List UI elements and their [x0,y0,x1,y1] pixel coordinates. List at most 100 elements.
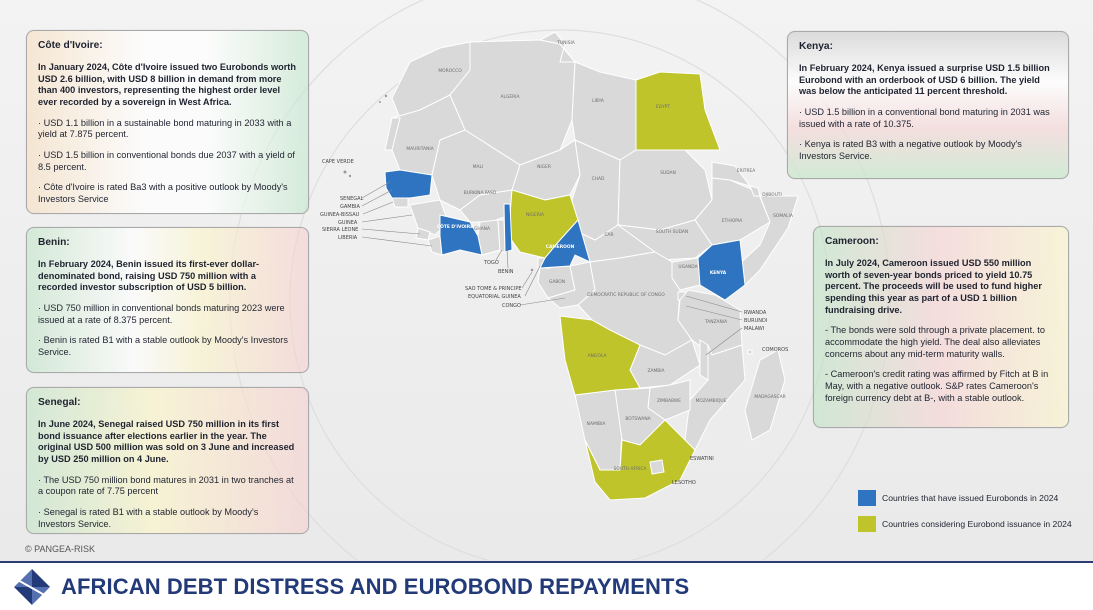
label-eritrea: ERITREA [737,168,756,174]
label-ethiopia: ETHIOPIA [722,218,742,224]
card-cote-divoire: Côte d'Ivoire: In January 2024, Côte d'I… [26,30,309,214]
country-ghana [477,219,501,256]
country-comoros [747,349,753,355]
label-eswatini: ESWATINI [690,456,714,462]
label-tunisia: TUNISIA [556,40,575,46]
card-title: Senegal: [38,397,81,408]
label-nigeria: NIGERIA [526,212,544,218]
sao-tome-island [530,268,534,272]
card-bullet: - Cameroon's credit rating was affirmed … [825,369,1049,403]
country-malawi [699,339,709,381]
label-libya: LIBYA [592,98,604,104]
card-kenya: Kenya: In February 2024, Kenya issued a … [787,31,1069,179]
label-senegal: SENEGAL [340,196,364,202]
country-cote-divoire [439,214,483,256]
card-bullet: · Senegal is rated B1 with a stable outl… [38,507,259,529]
label-mali: MALI [473,164,484,170]
card-cameroon: Cameroon: In July 2024, Cameroon issued … [813,226,1069,428]
label-cote-divoire: CÔTE D'IVOIRE [437,223,473,230]
label-south-sudan: SOUTH SUDAN [656,229,688,235]
footer-bar: AFRICAN DEBT DISTRESS AND EUROBOND REPAY… [0,561,1093,610]
card-bullet: · Kenya is rated B3 with a negative outl… [799,139,1022,162]
label-burundi: BURUNDI [744,318,767,324]
card-bullet: · USD 1.5 billion in conventional bonds … [38,150,295,172]
card-title: Côte d'Ivoire: [38,40,103,51]
label-sao-tome: SAO TOME & PRINCIPE [465,286,522,292]
card-bullet: · Côte d'Ivoire is rated Ba3 with a posi… [38,182,288,205]
card-lead: In July 2024, Cameroon issued USD 550 mi… [825,257,1042,315]
label-benin: BENIN [498,269,514,275]
label-mauritania: MAURITANIA [406,146,433,152]
country-south-africa [584,419,696,501]
legend-swatch-considering [858,516,876,532]
card-bullet: · USD 1.5 billion in a conventional bond… [799,107,1050,129]
card-title: Kenya: [799,41,833,52]
label-gabon: GABON [549,279,565,285]
label-rwanda: RWANDA [744,310,767,316]
card-benin: Benin: In February 2024, Benin issued it… [26,227,309,373]
label-ghana: GHANA [474,226,490,232]
country-guinea-bissau [391,197,409,208]
map-labels: TUNISIA MOROCCO ALGERIA LIBYA EGYPT MAUR… [406,40,793,472]
label-mozambique: MOZAMBIQUE [696,398,727,404]
card-bullet: · USD 1.1 billion in a sustainable bond … [38,117,292,140]
label-gambia: GAMBIA [340,204,361,210]
country-angola [559,315,641,396]
card-bullet: - The bonds were sold through a private … [825,325,1045,359]
label-zambia: ZAMBIA [647,368,664,374]
card-bullet: · Benin is rated B1 with a stable outloo… [38,335,288,358]
legend-label-considering: Countries considering Eurobond issuance … [882,519,1072,529]
countries-considering [507,71,721,501]
label-car: CAR [604,232,613,238]
external-labels: CAPE VERDE SENEGAL GAMBIA GUINEA-BISSAU … [320,159,788,486]
card-title: Cameroon: [825,236,879,247]
label-sierra-leone: SIERRA LEONE [322,227,358,233]
label-tanzania: TANZANIA [704,319,727,325]
label-egypt: EGYPT [656,104,670,110]
label-equatorial-guinea: EQUATORIAL GUINEA [468,294,521,300]
label-comoros: COMOROS [762,347,788,353]
card-title: Benin: [38,237,70,248]
legend-label-issued: Countries that have issued Eurobonds in … [882,493,1059,503]
country-madagascar [744,349,786,441]
card-senegal: Senegal: In June 2024, Senegal raised US… [26,387,309,534]
copyright-text: © PANGEA-RISK [25,544,95,554]
label-angola: ANGOLA [588,353,607,359]
africa-map: TUNISIA MOROCCO ALGERIA LIBYA EGYPT MAUR… [229,0,891,560]
country-kenya [697,239,746,301]
label-madagascar: MADAGASCAR [754,394,785,400]
label-malawi: MALAWI [744,326,764,332]
footer-title: AFRICAN DEBT DISTRESS AND EUROBOND REPAY… [61,573,690,599]
card-lead: In February 2024, Kenya issued a surpris… [799,62,1050,97]
label-togo: TOGO [483,260,499,266]
country-egypt [635,71,721,151]
label-botswana: BOTSWANA [625,416,650,422]
label-zimbabwe: ZIMBABWE [657,398,681,404]
label-morocco: MOROCCO [438,68,462,74]
label-kenya: KENYA [710,270,727,276]
country-senegal [384,169,433,199]
label-algeria: ALGERIA [501,94,520,100]
country-lesotho [649,459,665,475]
label-niger: NIGER [537,164,551,170]
label-namibia: NAMIBIA [587,421,606,427]
leader-lines [361,181,743,356]
label-drc: DEMOCRATIC REPUBLIC OF CONGO [587,292,665,298]
label-lesotho: LESOTHO [672,480,696,486]
label-cameroon: CAMEROON [546,244,575,250]
country-namibia [574,389,623,471]
card-lead: In February 2024, Benin issued its first… [38,258,260,293]
label-djibouti: DJIBOUTI [762,192,782,198]
country-western-sahara [384,117,401,151]
countries-issued [384,169,746,301]
card-bullet: · USD 750 million in conventional bonds … [38,303,285,325]
label-uganda: UGANDA [678,264,697,270]
label-congo: CONGO [502,303,521,309]
countries-other [384,31,799,471]
card-lead: In June 2024, Senegal raised USD 750 mil… [38,418,295,465]
country-cameroon [539,218,591,269]
label-liberia: LIBERIA [338,235,358,241]
pangea-logo-icon [14,568,50,605]
country-benin [503,203,513,253]
card-bullet: · The USD 750 million bond matures in 20… [38,474,294,497]
